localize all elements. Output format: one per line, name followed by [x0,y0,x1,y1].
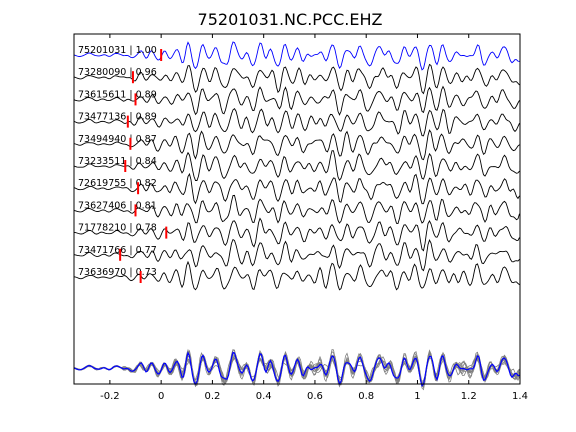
trace-label-75201031: 75201031 | 1.00 [78,45,157,56]
trace-line-75201031 [73,41,520,71]
overlay-line-75201031 [73,351,520,387]
x-tick-label: 0.8 [358,391,374,402]
trace-label-73494940: 73494940 | 0.87 [78,134,157,145]
trace-label-73280090: 73280090 | 0.96 [78,67,157,78]
trace-label-72619755: 72619755 | 0.82 [78,178,157,189]
trace-line-71778210 [73,217,520,252]
x-tick-label: 0.6 [307,391,323,402]
x-tick-label: 0 [158,391,164,402]
chart-title: 75201031.NC.PCC.EHZ [198,10,383,29]
trace-label-73233511: 73233511 | 0.84 [78,156,157,167]
trace-line-73471766 [73,238,520,272]
x-axis: -0.2 0 0.2 0.4 0.6 0.8 1 1.2 1.4 [100,34,528,402]
trace-label-73636970: 73636970 | 0.73 [78,267,157,278]
trace-line-73280090 [73,63,520,95]
trace-line-73233511 [73,150,520,182]
x-tick-label: 1.2 [461,391,477,402]
overlay-line-73471766 [73,348,520,388]
overlay-line-73233511 [73,349,520,386]
trace-label-73471766: 73471766 | 0.77 [78,245,157,256]
overlay-line-73615611 [73,351,520,388]
x-tick-label: -0.2 [100,391,120,402]
trace-line-73494940 [73,129,520,161]
x-tick-label: 1.4 [512,391,528,402]
trace-line-73627406 [73,194,520,224]
x-tick-label: 1 [414,391,420,402]
trace-line-72619755 [73,172,520,205]
trace-line-73477136 [73,108,520,137]
trace-label-73615611: 73615611 | 0.89 [78,89,157,100]
x-tick-label: 0.4 [256,391,272,402]
trace-label-73627406: 73627406 | 0.81 [78,200,157,211]
plot-frame [73,33,521,385]
trace-label-71778210: 71778210 | 0.78 [78,223,157,234]
trace-label-73477136: 73477136 | 0.89 [78,112,157,123]
trace-group: 75201031 | 1.00 73280090 | 0.96 73615611 |… [73,41,520,291]
overlay-stack [73,348,520,391]
x-tick-label: 0.2 [204,391,220,402]
trace-line-73615611 [73,85,520,116]
trace-line-73636970 [73,260,520,291]
